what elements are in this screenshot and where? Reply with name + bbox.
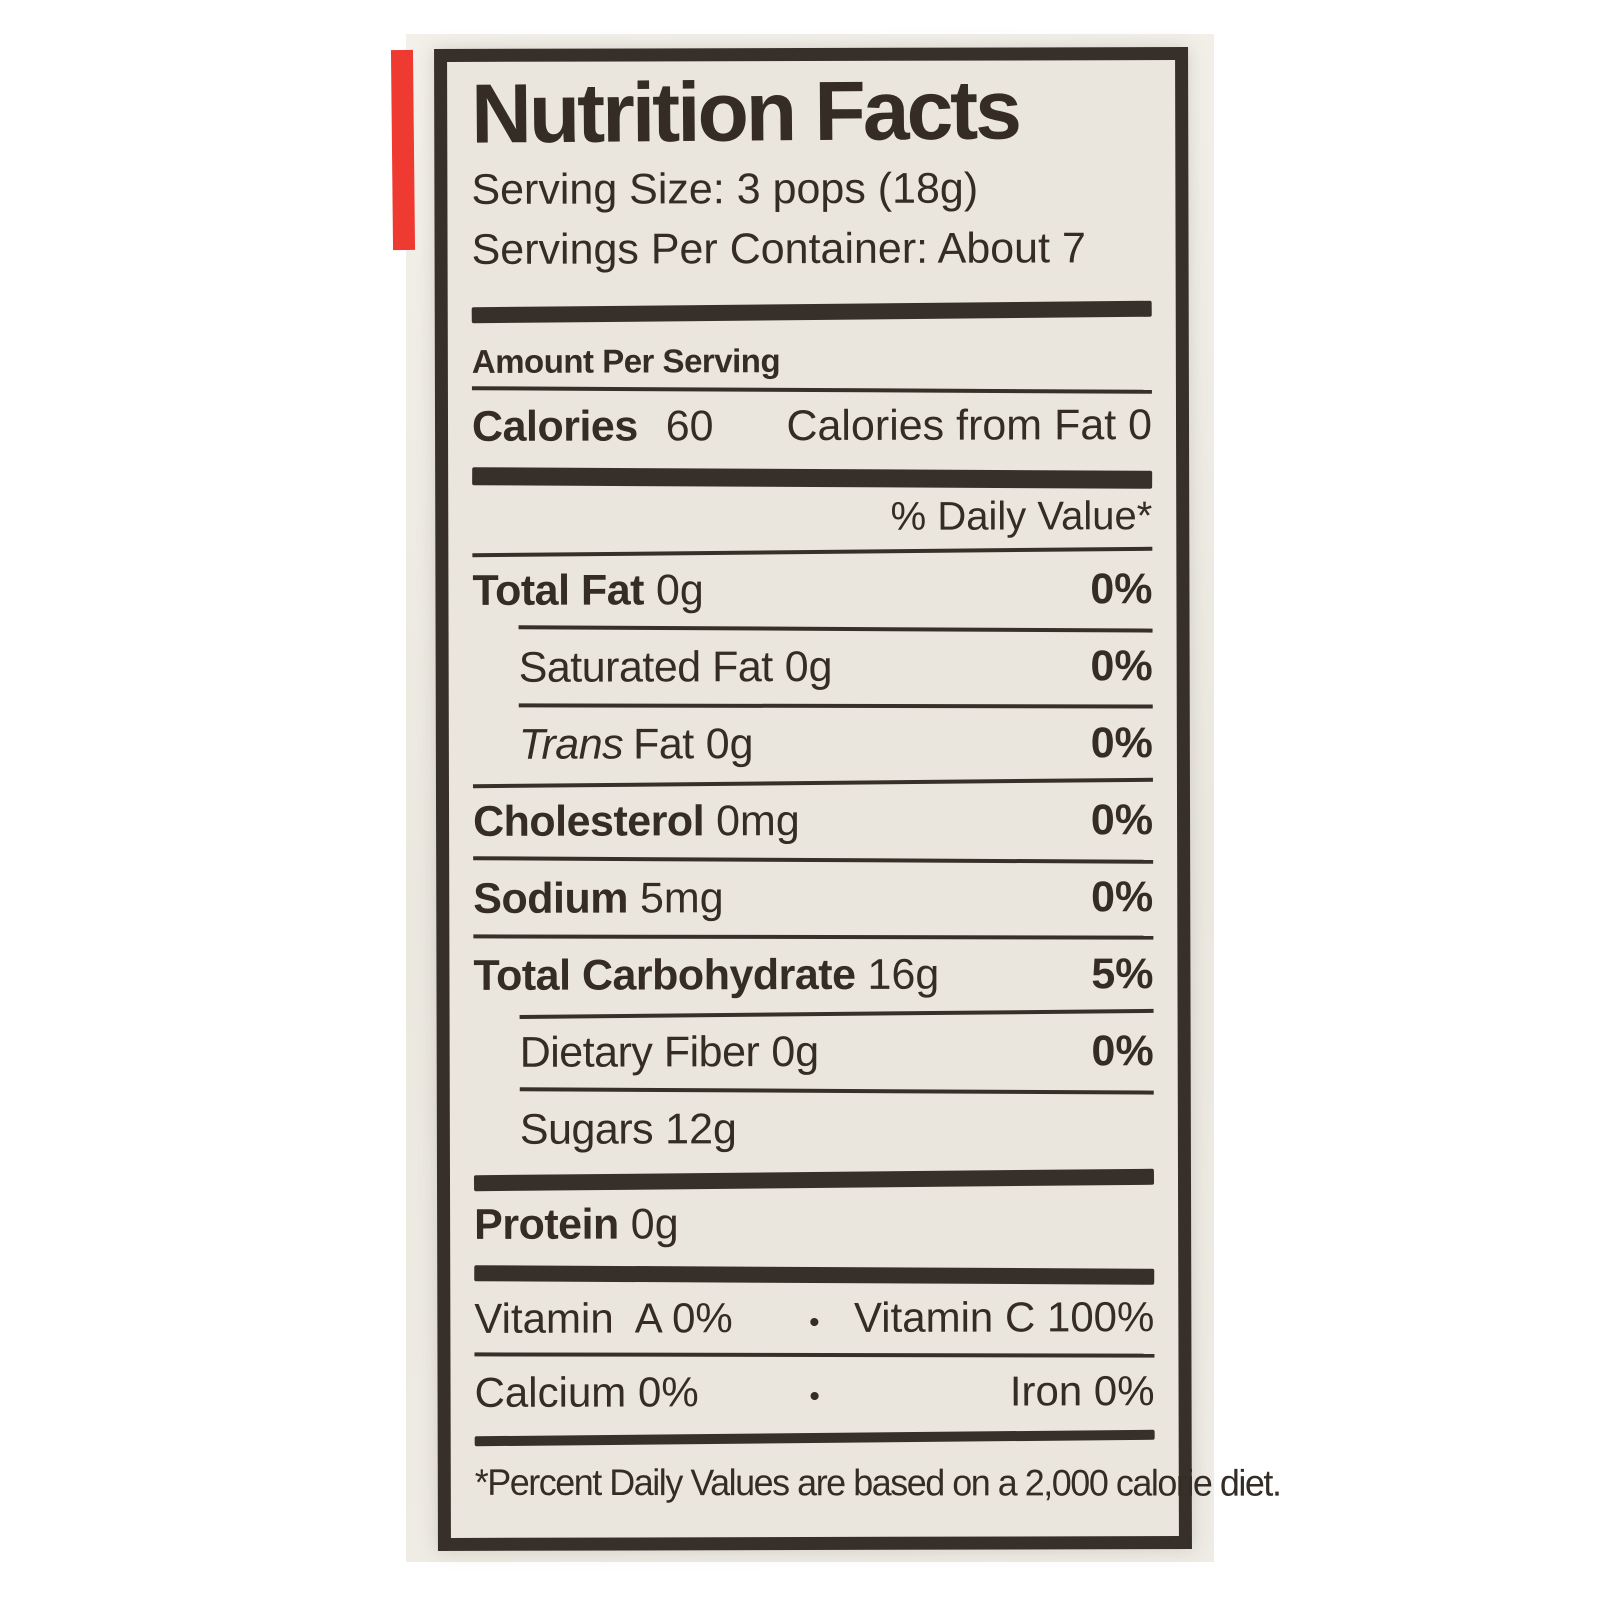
- daily-value-header: % Daily Value*: [890, 493, 1153, 539]
- nutrient-row-sugars: Sugars 12g: [474, 1092, 1154, 1167]
- servings-per-container-text: Servings Per Container: About 7: [471, 224, 1086, 275]
- separator-bar-thick: [471, 300, 1152, 323]
- nutrient-name-amount: Sodium 5mg: [473, 873, 724, 923]
- vitamin-a-value: Vitamin A 0%: [474, 1293, 733, 1342]
- nutrient-name-amount: Cholesterol 0mg: [472, 796, 800, 846]
- separator-bar-thick: [474, 1264, 1155, 1285]
- nutrient-row-cholesterol: Cholesterol 0mg 0%: [473, 784, 1153, 859]
- nutrient-name-amount: Total Fat 0g: [472, 565, 704, 615]
- calories-left: Calories 60: [472, 402, 714, 452]
- calories-from-fat: Calories from Fat 0: [786, 400, 1153, 450]
- separator-bar-medium: [472, 466, 1153, 489]
- label-title: Nutrition Facts: [470, 62, 1020, 161]
- daily-value-percent: 0%: [1090, 718, 1153, 767]
- daily-value-percent: 0%: [1091, 872, 1154, 921]
- daily-value-percent: 0%: [1091, 1026, 1154, 1075]
- nutrient-name-amount: Trans Fat 0g: [518, 719, 754, 769]
- nutrient-name-amount: Saturated Fat 0g: [518, 642, 833, 692]
- vitamin-c-value: Vitamin C 100%: [853, 1292, 1155, 1341]
- bullet-dot-icon: •: [809, 1379, 820, 1413]
- separator-line: [474, 1351, 1155, 1358]
- mineral-row: Calcium 0% • Iron 0%: [474, 1356, 1154, 1428]
- separator-line: [473, 933, 1154, 940]
- nutrient-name-amount: Protein 0g: [474, 1199, 679, 1249]
- nutrient-name-amount: Total Carbohydrate 16g: [473, 950, 940, 1000]
- nutrient-row-trans-fat: Trans Fat 0g 0%: [473, 707, 1153, 782]
- vitamin-row: Vitamin A 0% • Vitamin C 100%: [474, 1282, 1154, 1354]
- nutrient-row-total-fat: Total Fat 0g 0%: [472, 553, 1152, 628]
- calcium-value: Calcium 0%: [474, 1367, 699, 1416]
- nutrient-row-saturated-fat: Saturated Fat 0g 0%: [473, 630, 1153, 705]
- bullet-dot-icon: •: [809, 1305, 820, 1339]
- daily-value-percent: 0%: [1090, 795, 1154, 844]
- amount-per-serving-heading: Amount Per Serving: [471, 341, 781, 380]
- serving-size-text: Serving Size: 3 pops (18g): [471, 164, 979, 214]
- daily-value-percent: 0%: [1090, 564, 1153, 613]
- calories-row: Calories 60 Calories from Fat 0: [472, 401, 1152, 460]
- separator-line: [518, 702, 1153, 709]
- nutrition-facts-label: Nutrition Facts Serving Size: 3 pops (18…: [434, 47, 1281, 1551]
- separator-line: [471, 385, 1152, 394]
- daily-value-percent: 5%: [1091, 949, 1154, 998]
- nutrient-row-sodium: Sodium 5mg 0%: [473, 861, 1153, 936]
- nutrient-row-protein: Protein 0g: [474, 1187, 1154, 1262]
- red-package-stripe: [390, 49, 416, 251]
- iron-value: Iron 0%: [1009, 1366, 1155, 1415]
- nutrient-row-total-carbohydrate: Total Carbohydrate 16g 5%: [473, 938, 1153, 1013]
- separator-bar-medium: [474, 1429, 1155, 1446]
- nutrient-row-dietary-fiber: Dietary Fiber 0g 0%: [474, 1015, 1154, 1090]
- nutrient-name-amount: Dietary Fiber 0g: [519, 1027, 820, 1077]
- calories-value: 60: [665, 401, 714, 450]
- nutrient-name-amount: Sugars 12g: [519, 1104, 737, 1154]
- daily-value-percent: 0%: [1090, 641, 1153, 690]
- calories-label: Calories: [471, 402, 638, 451]
- daily-value-footnote: *Percent Daily Values are based on a 2,0…: [474, 1461, 1281, 1504]
